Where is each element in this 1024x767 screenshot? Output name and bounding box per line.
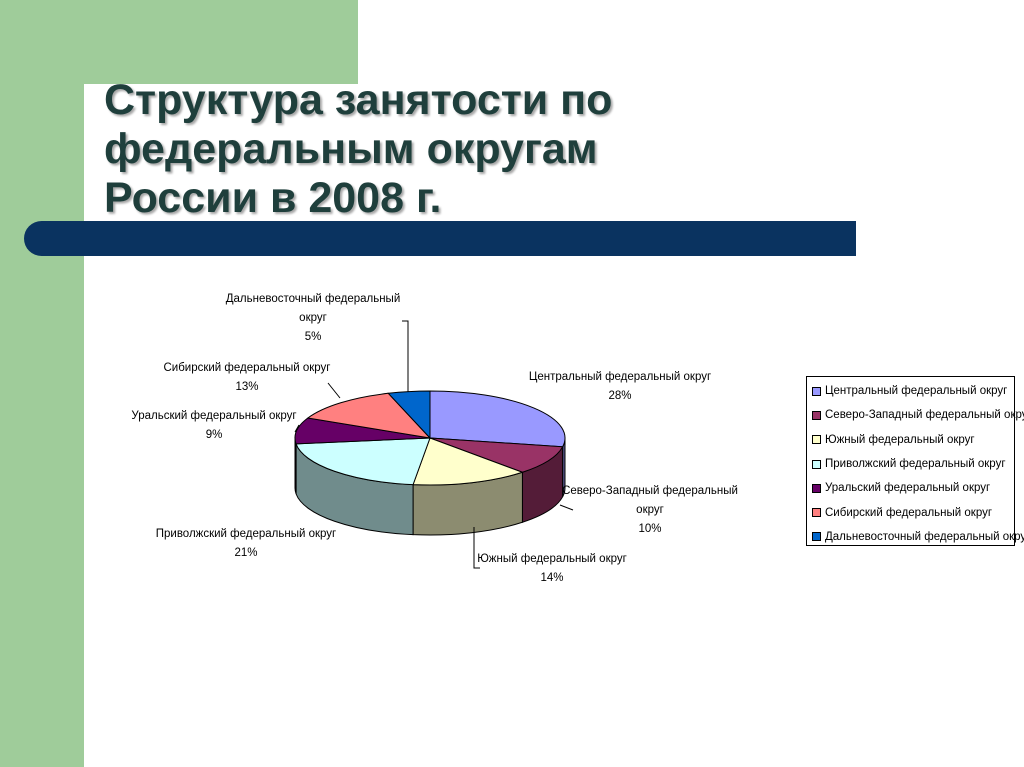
data-label-text: Сибирский федеральный округ <box>163 362 330 374</box>
legend-swatch <box>812 459 821 469</box>
data-label-3: Приволжский федеральный округ 21% <box>156 528 337 559</box>
legend-swatch <box>812 483 821 493</box>
legend-swatch <box>812 386 821 396</box>
data-label-text: Южный федеральный округ <box>477 553 627 565</box>
data-label-1: Северо-Западный федеральный округ 10% <box>562 485 738 535</box>
data-label-2: Южный федеральный округ 14% <box>477 553 627 584</box>
data-label-text: 28% <box>608 390 631 402</box>
legend-label: Уральский федеральный округ <box>825 482 991 495</box>
data-label-text: 10% <box>638 523 661 535</box>
legend-swatch <box>812 410 821 420</box>
legend-item: Северо-Западный федеральный округ <box>807 403 1024 427</box>
data-label-text: Приволжский федеральный округ <box>156 528 337 540</box>
legend-item: Приволжский федеральный округ <box>807 452 1014 476</box>
data-label-text: округ <box>299 312 327 324</box>
decor-green-top <box>0 0 358 84</box>
data-label-text: 13% <box>235 381 258 393</box>
leader-line-6 <box>402 320 409 392</box>
slice-6-top <box>387 390 431 440</box>
data-label-text: 14% <box>540 572 563 584</box>
data-label-text: округ <box>636 504 664 516</box>
legend-item: Сибирский федеральный округ <box>807 500 1014 524</box>
legend-item: Центральный федеральный округ <box>807 379 1014 403</box>
data-label-4: Уральский федеральный округ 9% <box>131 410 296 441</box>
legend-item: Южный федеральный округ <box>807 428 1014 452</box>
legend-label: Южный федеральный округ <box>825 433 975 446</box>
legend-label: Центральный федеральный округ <box>825 385 1008 398</box>
legend-swatch <box>812 508 821 518</box>
slice-2-top <box>412 437 524 486</box>
slice-0-top <box>429 390 566 448</box>
chart-legend: Центральный федеральный округ Северо-Запа… <box>806 376 1024 549</box>
data-label-text: Центральный федеральный округ <box>529 371 711 383</box>
legend-item: Дальневосточный федеральный округ <box>807 525 1024 549</box>
slide-title: Структура занятости по федеральным округ… <box>104 76 613 222</box>
legend-item: Уральский федеральный округ <box>807 476 1014 500</box>
leader-line-4 <box>294 424 300 433</box>
legend-label: Северо-Западный федеральный округ <box>825 409 1024 422</box>
leader-line-5 <box>327 382 341 399</box>
slice-5-top <box>306 392 432 439</box>
data-label-text: 21% <box>234 547 257 559</box>
data-label-text: Уральский федеральный округ <box>131 410 296 422</box>
data-label-6: Дальневосточный федеральный округ 5% <box>226 293 401 343</box>
data-label-text: 5% <box>305 331 322 343</box>
data-label-0: Центральный федеральный округ 28% <box>529 371 711 402</box>
legend-swatch <box>812 435 821 445</box>
data-label-text: 9% <box>206 429 223 441</box>
data-label-text: Дальневосточный федеральный <box>226 293 401 305</box>
leader-line-2 <box>473 527 480 569</box>
legend-label: Сибирский федеральный округ <box>825 506 993 519</box>
data-label-5: Сибирский федеральный округ 13% <box>163 362 330 393</box>
slice-4-side <box>294 437 297 495</box>
legend-swatch <box>812 532 821 542</box>
decor-green-band <box>0 0 84 767</box>
slice-1-top <box>429 437 564 473</box>
slice-3-top <box>295 437 431 486</box>
legend-label: Дальневосточный федеральный округ <box>825 530 1024 543</box>
data-label-text: Северо-Западный федеральный <box>562 485 738 497</box>
leader-line-1 <box>559 504 574 511</box>
title-underline-bar <box>24 221 856 256</box>
legend-label: Приволжский федеральный округ <box>825 458 1006 471</box>
